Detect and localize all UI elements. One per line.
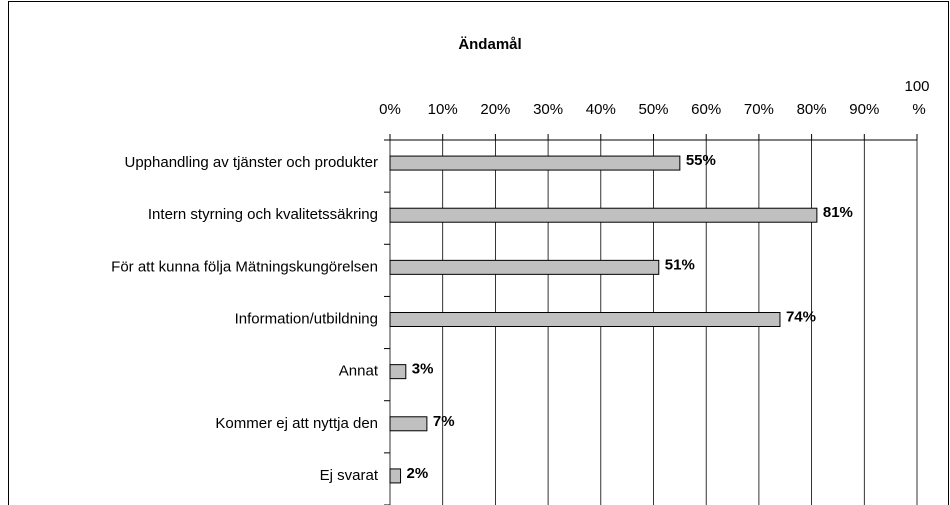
x-tick-label: 60% — [691, 101, 721, 118]
bar — [389, 364, 407, 380]
value-label: 74% — [786, 308, 816, 325]
x-tick-label: 90% — [849, 101, 879, 118]
chart-frame — [8, 1, 949, 505]
y-tick-label: För att kunna följa Mätningskungörelsen — [111, 258, 378, 275]
y-tick-label: Upphandling av tjänster och produkter — [125, 154, 379, 171]
x-tick-label: 50% — [638, 101, 668, 118]
x-tick-label: 10% — [428, 101, 458, 118]
value-label: 81% — [823, 204, 853, 221]
y-tick-label: Kommer ej att nyttja den — [215, 415, 378, 432]
bar — [389, 312, 781, 327]
value-label: 55% — [686, 152, 716, 169]
y-tick-label: Annat — [339, 363, 379, 380]
x-tick-label: 0% — [379, 101, 401, 118]
y-tick-label: Information/utbildning — [235, 310, 378, 327]
value-label: 3% — [412, 361, 434, 378]
bar — [389, 416, 428, 432]
y-tick-label: Intern styrning och kvalitetssäkring — [148, 206, 378, 223]
x-tick-label: 100 % — [904, 78, 929, 118]
x-tick-label: 80% — [797, 101, 827, 118]
value-label: 51% — [665, 256, 695, 273]
value-label: 2% — [407, 465, 429, 482]
x-tick-label: 70% — [744, 101, 774, 118]
x-tick-label: 20% — [480, 101, 510, 118]
chart-title: Ändamål — [458, 36, 521, 53]
bar — [389, 259, 660, 275]
value-label: 7% — [433, 413, 455, 430]
x-tick-label: 40% — [586, 101, 616, 118]
y-tick-label: Ej svarat — [320, 467, 379, 484]
x-tick-label: 30% — [533, 101, 563, 118]
bar — [389, 155, 681, 171]
bar — [389, 207, 818, 223]
bar — [389, 468, 402, 484]
